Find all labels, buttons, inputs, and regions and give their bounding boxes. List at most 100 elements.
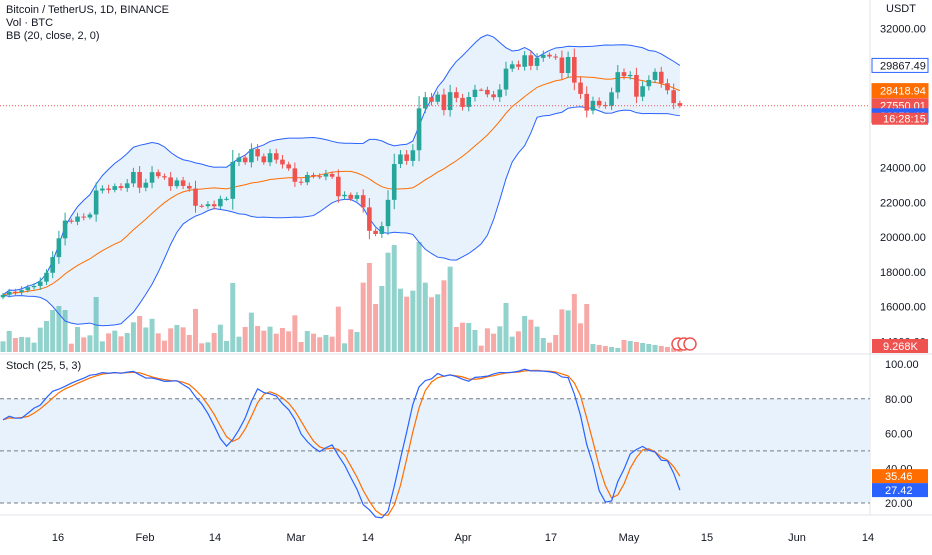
time-tick-label: 14: [862, 532, 874, 544]
candle-body: [155, 172, 161, 177]
volume-bar: [217, 324, 223, 352]
volume-bar: [317, 337, 323, 352]
stoch-badge-text: 35.46: [885, 471, 913, 483]
volume-bar: [205, 342, 211, 352]
candle-body: [646, 79, 652, 87]
candle-body: [255, 149, 260, 157]
stoch-badge-text: 27.42: [885, 485, 913, 497]
price-tick-label: 32000.00: [880, 23, 926, 35]
volume-bar: [143, 327, 149, 352]
candle-body: [379, 226, 385, 234]
volume-bar: [99, 341, 105, 352]
candle-body: [584, 93, 590, 111]
volume-bar: [466, 323, 472, 352]
countdown-text: 16:28:15: [883, 114, 926, 126]
symbol-title: Bitcoin / TetherUS, 1D, BINANCE: [6, 4, 170, 16]
candle-body: [497, 89, 503, 98]
candle-body: [25, 287, 31, 291]
candle-body: [590, 100, 596, 111]
candle-body: [435, 94, 440, 102]
candle-body: [118, 186, 124, 189]
price-tick-label: 22000.00: [880, 197, 926, 209]
candle-body: [44, 272, 49, 282]
volume-bar: [534, 326, 540, 352]
volume-bar: [633, 342, 639, 352]
volume-bar: [664, 347, 670, 352]
volume-bar: [360, 282, 366, 352]
volume-bar: [453, 327, 459, 352]
candle-body: [429, 97, 434, 102]
candle-body: [242, 157, 248, 163]
candle-body: [37, 281, 43, 286]
candle-body: [603, 105, 608, 107]
volume-bar: [180, 327, 186, 352]
time-tick-label: 14: [362, 532, 374, 544]
stoch-tick-label: 100.00: [885, 359, 919, 371]
volume-bar: [609, 347, 615, 352]
volume-bar: [37, 327, 43, 352]
volume-bar: [416, 242, 422, 352]
volume-bar: [255, 326, 261, 352]
bb-lower-line: [2, 106, 680, 327]
volume-bar: [671, 348, 677, 352]
volume-bar: [43, 321, 49, 352]
volume-bar: [329, 336, 335, 352]
candle-body: [31, 285, 37, 288]
bb-fill-area: [3, 34, 680, 326]
candle-body: [69, 220, 74, 222]
candle-body: [218, 198, 223, 207]
time-tick-label: Jun: [788, 532, 806, 544]
legend-title: Bitcoin / TetherUS, 1D, BINANCE: [6, 4, 169, 17]
candle-body: [137, 172, 142, 188]
time-tick-label: 17: [545, 532, 557, 544]
candle-body: [273, 153, 279, 160]
volume-bar: [652, 345, 658, 352]
volume-bar: [428, 297, 434, 352]
volume-bar: [559, 309, 565, 352]
volume-bar: [31, 342, 37, 352]
volume-bar: [373, 304, 379, 352]
candle-body: [385, 199, 391, 227]
volume-bar: [546, 342, 552, 352]
volume-bar: [441, 280, 447, 352]
volume-bar: [279, 328, 285, 352]
candle-body: [236, 157, 242, 162]
time-tick-label: Apr: [454, 532, 471, 544]
volume-bar: [242, 327, 248, 352]
volume-bar: [658, 346, 664, 352]
volume-bar: [298, 342, 304, 352]
candle-body: [528, 55, 534, 66]
candle-body: [410, 150, 416, 161]
candle-body: [143, 182, 149, 188]
time-tick-label: Mar: [287, 532, 306, 544]
candle-body: [503, 68, 509, 90]
volume-bar: [267, 326, 273, 352]
volume-bar: [590, 344, 596, 352]
candle-body: [180, 180, 186, 186]
currency-label: USDT: [886, 3, 916, 16]
candle-body: [311, 174, 316, 177]
candle-body: [112, 186, 118, 190]
time-tick-label: 15: [701, 532, 713, 544]
candle-body: [354, 195, 360, 199]
candle-body: [534, 57, 540, 66]
volume-bar: [348, 329, 354, 352]
stoch-tick-label: 20.00: [885, 498, 913, 510]
volume-bar: [137, 316, 143, 352]
volume-bar: [236, 336, 242, 352]
volume-bar: [323, 335, 329, 352]
volume-bar: [273, 333, 279, 352]
stoch-k-line: [2, 368, 681, 519]
candle-body: [329, 173, 335, 177]
candle-body: [56, 238, 62, 258]
candle-body: [547, 54, 552, 57]
candle-body: [168, 177, 173, 187]
price-badge-text: 29867.49: [880, 60, 926, 72]
candle-body: [509, 64, 515, 69]
volume-bar: [68, 343, 74, 352]
event-flag-icon: [683, 337, 697, 351]
candle-body: [317, 176, 323, 178]
legend-stoch: Stoch (25, 5, 3): [6, 360, 81, 373]
